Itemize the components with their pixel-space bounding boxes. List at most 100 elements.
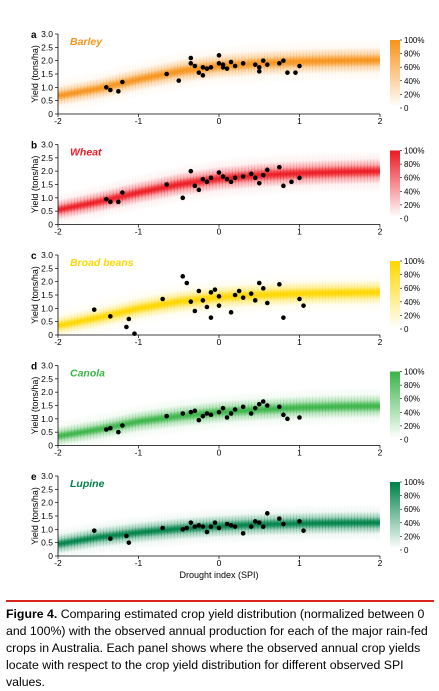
colorbar-segment	[390, 105, 400, 109]
observed-yield-point	[208, 65, 214, 70]
y-axis-label: Yield (tons/ha)	[30, 156, 40, 214]
observed-yield-point	[104, 85, 109, 90]
observed-yield-point	[188, 520, 194, 525]
colorbar-segment	[390, 292, 400, 296]
observed-yield-point	[196, 417, 202, 423]
colorbar-segment	[390, 527, 400, 530]
observed-yield-point	[256, 180, 262, 186]
yield-distribution-band	[58, 39, 380, 113]
y-tick-label: 3.0	[41, 140, 53, 150]
colorbar-segment	[390, 313, 400, 316]
x-tick-label: 2	[378, 116, 383, 126]
colorbar-tick-label: 20%	[404, 201, 420, 210]
y-tick-label: 1.5	[41, 511, 53, 521]
observed-yield-point	[281, 58, 286, 63]
colorbar-segment	[390, 398, 400, 402]
y-tick-label: 0	[48, 330, 53, 340]
x-tick-label: 2	[378, 558, 383, 568]
colorbar-segment	[390, 157, 400, 160]
observed-yield-point	[192, 183, 198, 189]
observed-yield-point	[228, 179, 234, 185]
colorbar-segment	[390, 389, 400, 393]
observed-yield-point	[256, 401, 262, 407]
y-tick-label: 0	[48, 551, 53, 561]
colorbar-segment	[390, 49, 400, 52]
caption-text: Comparing estimated crop yield distribut…	[6, 607, 428, 689]
colorbar-segment	[390, 101, 400, 104]
observed-yield-point	[192, 308, 198, 314]
observed-yield-point	[252, 298, 258, 303]
observed-yield-point	[277, 516, 282, 521]
observed-yield-point	[184, 280, 190, 286]
colorbar-segment	[390, 69, 400, 73]
observed-yield-point	[196, 70, 202, 75]
colorbar-segment	[390, 304, 400, 307]
x-tick-label: -2	[54, 227, 62, 237]
observed-yield-point	[180, 274, 186, 279]
observed-yield-point	[277, 61, 282, 66]
observed-yield-point	[265, 403, 270, 408]
observed-yield-point	[126, 540, 132, 545]
observed-yield-point	[248, 171, 254, 177]
observed-yield-point	[232, 407, 238, 412]
y-tick-label: 1.5	[41, 69, 53, 79]
observed-yield-point	[256, 69, 262, 74]
x-tick-label: -2	[54, 116, 62, 126]
observed-yield-point	[124, 533, 129, 539]
y-tick-label: 2.0	[41, 56, 53, 66]
observed-yield-point	[204, 304, 210, 310]
colorbar-segment	[390, 497, 400, 501]
colorbar-segment	[390, 434, 400, 438]
colorbar-tick-label: 100%	[404, 478, 424, 487]
colorbar-segment	[390, 263, 400, 266]
colorbar-tick-label: 40%	[404, 77, 420, 86]
y-tick-label: 1.0	[41, 524, 53, 534]
observed-yield-point	[301, 528, 306, 533]
x-tick-label: -1	[135, 448, 143, 458]
colorbar-segment	[390, 288, 400, 291]
colorbar-segment	[390, 391, 400, 395]
colorbar-segment	[390, 67, 400, 70]
observed-yield-point	[196, 187, 202, 193]
observed-yield-point	[216, 170, 222, 175]
observed-yield-point	[224, 415, 230, 420]
observed-yield-point	[252, 175, 258, 181]
observed-yield-point	[212, 520, 218, 525]
colorbar-segment	[390, 281, 400, 285]
x-tick-label: 0	[217, 448, 222, 458]
observed-yield-point	[91, 528, 97, 533]
colorbar-segment	[390, 78, 400, 82]
colorbar-segment	[390, 536, 400, 540]
colorbar-segment	[390, 265, 400, 269]
y-tick-label: 2.5	[41, 42, 53, 52]
observed-yield-point	[228, 523, 234, 528]
colorbar-segment	[390, 276, 400, 280]
colorbar-segment	[390, 189, 400, 192]
observed-yield-point	[240, 295, 246, 300]
observed-yield-point	[116, 429, 121, 435]
y-tick-label: 1.0	[41, 82, 53, 92]
colorbar-tick-label: 40%	[404, 519, 420, 528]
colorbar-segment	[390, 83, 400, 86]
colorbar-segment	[390, 150, 400, 154]
colorbar-segment	[390, 373, 400, 377]
y-tick-label: 0.5	[41, 317, 53, 327]
observed-yield-point	[200, 176, 206, 182]
observed-yield-point	[252, 519, 258, 524]
observed-yield-point	[301, 303, 306, 308]
colorbar-tick-label: 100%	[404, 257, 424, 266]
observed-yield-point	[228, 59, 234, 65]
colorbar-segment	[390, 414, 400, 418]
colorbar-segment	[390, 297, 400, 300]
colorbar-tick-label: 80%	[404, 271, 420, 280]
observed-yield-point	[281, 183, 286, 189]
observed-yield-point	[277, 404, 282, 410]
colorbar-segment	[390, 166, 400, 170]
x-axis-label: Drought index (SPI)	[179, 570, 258, 580]
colorbar-segment	[390, 207, 400, 210]
colorbar-segment	[390, 42, 400, 45]
colorbar-segment	[390, 64, 400, 68]
observed-yield-point	[204, 411, 210, 416]
observed-yield-point	[192, 408, 198, 414]
colorbar-segment	[390, 425, 400, 429]
